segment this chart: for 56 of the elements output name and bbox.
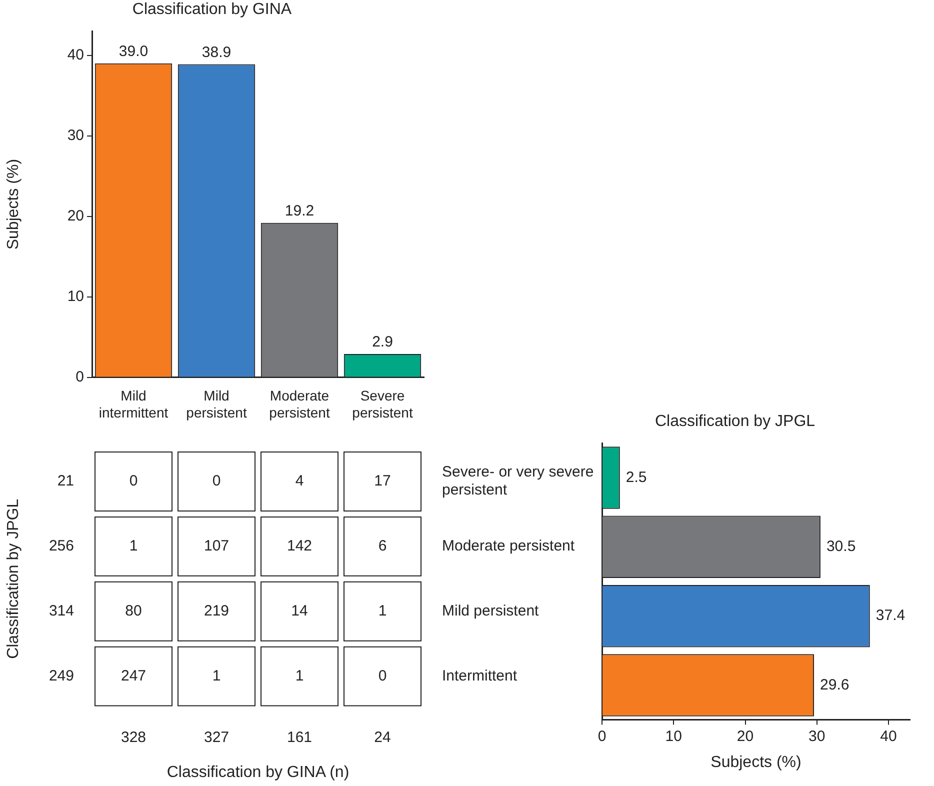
x-tick-label: 10	[665, 728, 682, 745]
x-tick-label: 30	[808, 728, 826, 745]
y-tick-label: 10	[67, 288, 84, 306]
data-label: 2.9	[372, 334, 393, 351]
data-label: 80	[125, 602, 142, 620]
y-tick-label: 40	[67, 46, 84, 64]
x-tick-label: 328	[120, 728, 146, 746]
y-tick-label: 249	[48, 667, 74, 684]
chart-title: Classification by JPGL	[654, 413, 816, 430]
data-label: 30.5	[826, 538, 856, 556]
x-tick-label: Mild persistent	[186, 388, 247, 420]
data-label: 219	[204, 602, 230, 620]
x-tick-label: 24	[374, 728, 391, 746]
y-tick-label: 256	[48, 538, 74, 555]
data-label: 0	[129, 472, 138, 490]
y-axis-title: Subjects (%)	[5, 158, 22, 250]
y-axis-title: Classification by JPGL	[5, 498, 22, 659]
y2-tick-label: Mild persistent	[442, 602, 540, 620]
chart-title: Classification by GINA	[132, 1, 292, 18]
x-axis-title: Subjects (%)	[710, 754, 802, 771]
data-label: 38.9	[202, 44, 232, 61]
y2-tick-label: Moderate persistent	[442, 538, 576, 555]
x-tick-label: 0	[598, 728, 606, 745]
data-label: 37.4	[876, 607, 906, 624]
data-label: 1	[295, 667, 304, 684]
data-label: 29.6	[820, 676, 850, 694]
x-tick-label: 327	[204, 728, 230, 746]
x-tick-label: 20	[736, 728, 754, 745]
x-tick-label: Mild intermittent	[98, 388, 168, 420]
data-label: 17	[374, 472, 391, 490]
data-label: 1	[129, 538, 138, 555]
x-axis-title: Classification by GINA (n)	[166, 764, 350, 781]
data-label: 107	[204, 538, 230, 555]
y-tick-label: 0	[76, 368, 84, 386]
x-tick-label: 161	[286, 728, 312, 746]
x-tick-label: Moderate persistent	[269, 388, 330, 420]
data-label: 0	[212, 472, 221, 490]
data-label: 142	[286, 538, 312, 555]
data-label: 1	[212, 667, 221, 684]
y2-tick-label: Intermittent	[442, 667, 518, 684]
data-label: 1	[378, 602, 387, 620]
data-label: 4	[295, 472, 304, 490]
y2-tick-label: Severe- or very severe persistent	[442, 464, 594, 499]
data-label: 0	[378, 667, 387, 684]
data-label: 2.5	[626, 468, 647, 486]
data-label: 6	[378, 538, 387, 555]
data-label: 19.2	[284, 202, 314, 220]
y-tick-label: 314	[48, 602, 74, 620]
y-tick-label: 30	[67, 127, 84, 144]
data-label: 14	[291, 602, 308, 620]
y-tick-label: 20	[67, 208, 84, 225]
y-tick-label: 21	[57, 472, 74, 490]
x-tick-label: Severe persistent	[352, 388, 413, 420]
data-label: 39.0	[118, 43, 148, 60]
data-label: 247	[120, 667, 146, 684]
x-tick-label: 40	[880, 728, 897, 745]
